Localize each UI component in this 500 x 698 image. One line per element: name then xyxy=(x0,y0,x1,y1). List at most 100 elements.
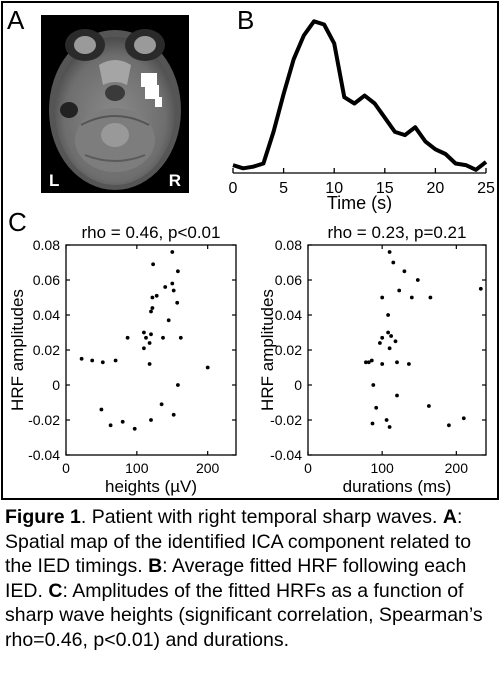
data-point xyxy=(147,341,152,345)
data-point xyxy=(395,360,399,365)
data-point xyxy=(132,426,137,431)
data-point xyxy=(163,285,168,289)
plot-title: rho = 0.23, p=0.21 xyxy=(328,223,467,242)
data-point xyxy=(99,407,104,412)
caption-figure-label: Figure 1 xyxy=(5,506,81,528)
y-tick-label: -0.04 xyxy=(28,447,60,463)
data-point xyxy=(386,313,390,317)
data-point xyxy=(427,404,431,408)
x-tick-label: 25 xyxy=(477,180,495,197)
durations-scatter-chart: -0.04 -0.02 0 0.02 0.04 0.06 0.08 0 100 200 rho = … xyxy=(258,223,487,496)
data-point xyxy=(120,419,125,424)
data-point xyxy=(391,260,396,265)
data-point xyxy=(159,402,164,407)
data-point xyxy=(176,269,180,274)
data-point xyxy=(386,330,390,335)
data-point xyxy=(176,383,180,387)
y-tick-label: 0.02 xyxy=(275,342,302,358)
data-point xyxy=(369,358,374,363)
data-point xyxy=(151,262,156,267)
x-tick-label: 0 xyxy=(62,460,70,476)
panel-b-letter: B xyxy=(237,5,255,35)
data-point xyxy=(366,360,371,365)
x-tick-label: 100 xyxy=(370,460,394,476)
data-point xyxy=(175,300,180,305)
x-tick-label: 5 xyxy=(279,180,288,197)
y-tick-label: 0.08 xyxy=(33,237,60,253)
data-point xyxy=(147,362,152,366)
data-point xyxy=(380,335,385,340)
data-point xyxy=(144,335,148,340)
data-point xyxy=(389,334,393,338)
x-axis-title: Time (s) xyxy=(327,193,392,213)
x-tick-label: 100 xyxy=(125,460,149,476)
figure-frame: A B C xyxy=(1,1,499,500)
data-point xyxy=(149,309,153,314)
data-point xyxy=(150,306,155,310)
y-tick-label: -0.04 xyxy=(270,447,302,463)
data-point xyxy=(409,295,414,300)
data-point xyxy=(149,418,153,422)
data-point xyxy=(205,365,210,370)
data-point xyxy=(447,423,451,428)
data-point xyxy=(125,335,130,340)
y-tick-label: 0.06 xyxy=(33,272,60,288)
data-point xyxy=(142,330,146,335)
data-point xyxy=(393,339,398,344)
right-hemisphere-label: R xyxy=(168,171,181,190)
data-point xyxy=(178,335,183,340)
data-point xyxy=(170,250,175,254)
x-tick-label: 15 xyxy=(376,180,394,197)
data-point xyxy=(478,286,483,291)
left-hemisphere-label: L xyxy=(49,171,60,190)
caption-c-text: : Amplitudes of the fitted HRFs as a fun… xyxy=(5,579,483,651)
heights-scatter-chart: -0.04 -0.02 0 0.02 0.04 0.06 0.08 0 100 200 rho = … xyxy=(8,223,237,496)
x-tick-label: 0 xyxy=(229,180,238,197)
x-axis-title: durations (ms) xyxy=(343,477,452,496)
y-tick-label: 0.02 xyxy=(33,342,60,358)
panel-a-letter: A xyxy=(7,5,25,35)
data-point xyxy=(90,358,95,363)
data-point xyxy=(166,318,171,323)
plot-frame xyxy=(307,244,487,456)
y-tick-label: 0.04 xyxy=(275,307,302,323)
y-tick-label: -0.02 xyxy=(270,412,302,428)
y-tick-label: -0.02 xyxy=(28,412,60,428)
x-tick-label: 10 xyxy=(325,180,343,197)
data-point xyxy=(402,269,407,274)
caption-c-key: C xyxy=(48,579,63,602)
data-point xyxy=(387,425,392,429)
data-point xyxy=(428,295,433,300)
data-point xyxy=(384,418,389,422)
data-point xyxy=(415,278,420,282)
data-point xyxy=(387,250,392,254)
data-point xyxy=(154,293,159,298)
data-point xyxy=(378,341,382,345)
data-point xyxy=(407,362,411,366)
data-point xyxy=(100,360,105,365)
brain-slice-drawing xyxy=(49,29,181,190)
caption-b-key: B xyxy=(148,555,163,577)
y-tick-label: 0.08 xyxy=(275,237,302,253)
hrf-series-line xyxy=(232,19,488,172)
data-point xyxy=(170,281,175,286)
y-axis-title: HRF amplitudes xyxy=(258,289,277,411)
data-point xyxy=(370,421,375,426)
caption-a-key: A xyxy=(442,506,457,528)
y-tick-label: 0.04 xyxy=(33,307,60,323)
plot-title: rho = 0.46, p<0.01 xyxy=(82,223,221,242)
data-point xyxy=(380,295,385,300)
data-point xyxy=(364,360,368,365)
x-axis-title: heights (µV) xyxy=(105,477,197,496)
data-point xyxy=(171,288,176,293)
caption-a-text: : Spatial map of the identified ICA comp… xyxy=(5,506,472,577)
data-point xyxy=(149,332,153,337)
x-tick-label: 200 xyxy=(196,460,220,476)
x-tick-label: 200 xyxy=(445,460,469,476)
data-point xyxy=(108,423,113,428)
data-point xyxy=(142,346,146,351)
caption-intro: . Patient with right temporal sharp wave… xyxy=(80,506,443,528)
data-point xyxy=(161,335,165,340)
panel-c-letter: C xyxy=(8,207,27,237)
x-tick-label: 20 xyxy=(427,180,445,197)
